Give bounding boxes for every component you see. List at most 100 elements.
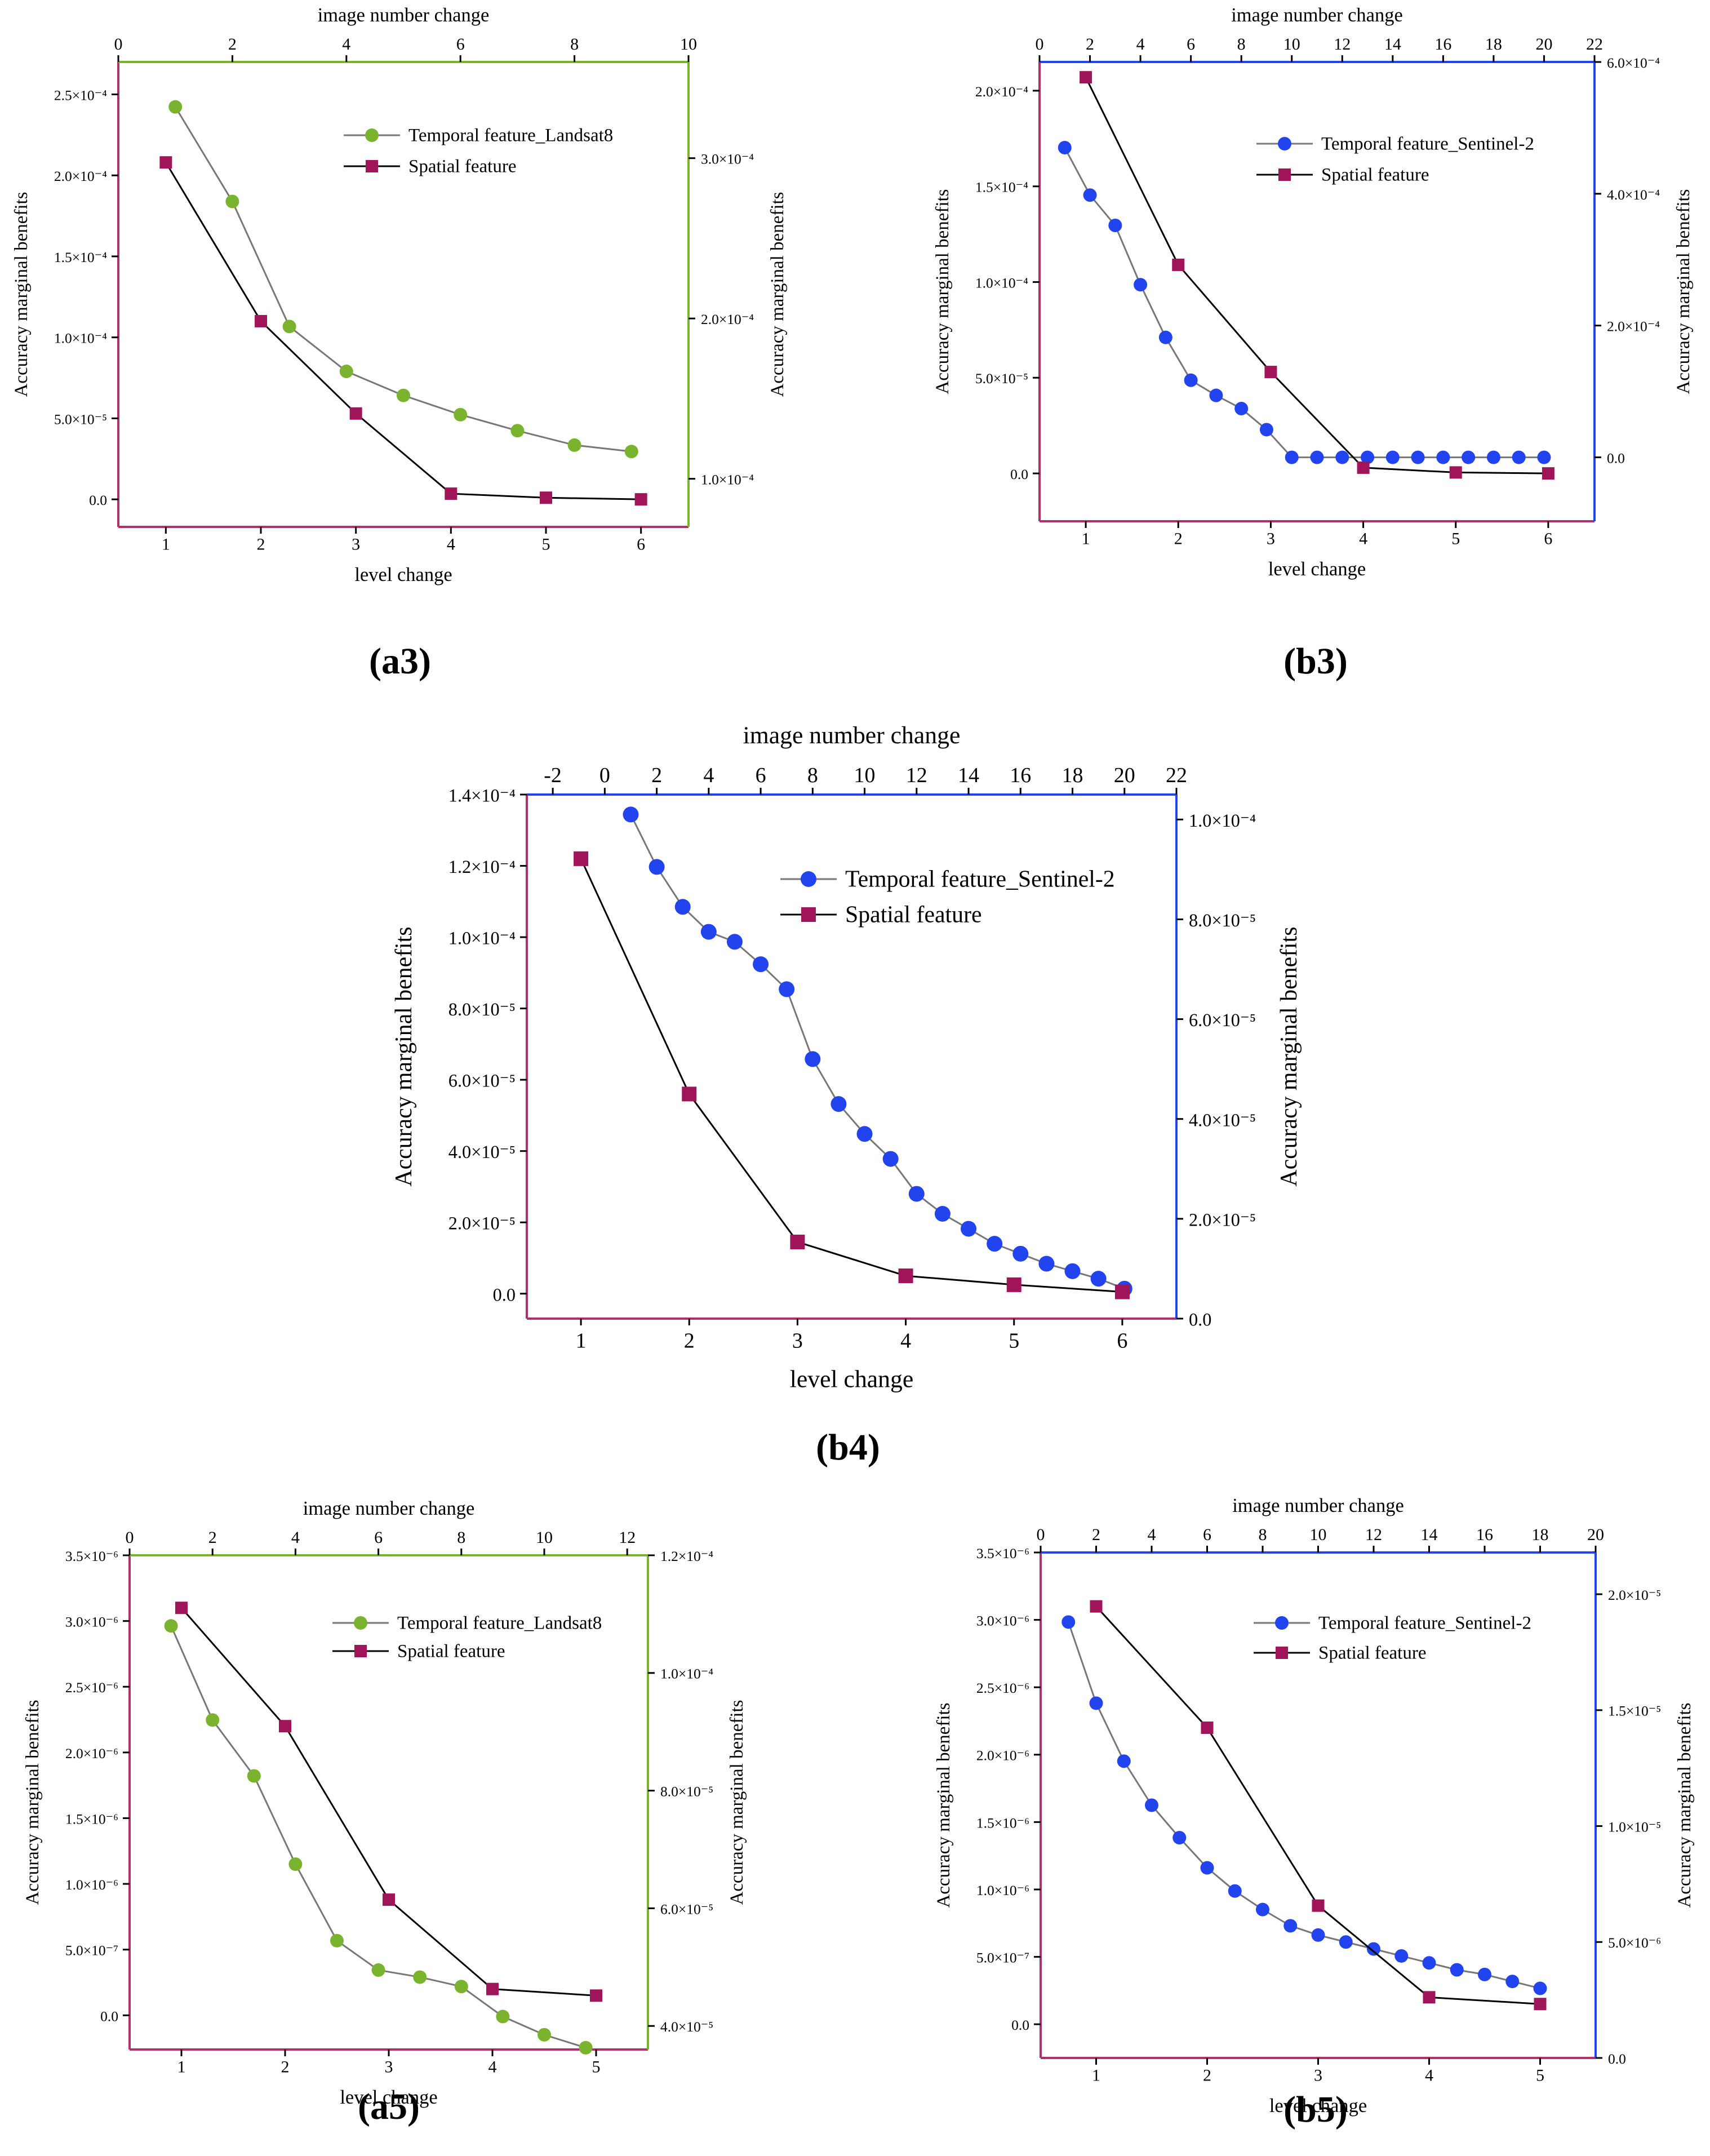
left-axis-title: Accuracy marginal benefits [23, 1700, 43, 1905]
x-tick-label: 2 [281, 2058, 290, 2077]
temporal-point [1117, 1754, 1131, 1768]
chart-a3: 1 2 3 4 5 6 0 2 4 6 8 10 0.0 5.0×10⁻⁵ 1.0×10⁻⁴ 1.5×10⁻⁴… [11, 5, 788, 682]
x-tick-label: 1 [1082, 530, 1090, 548]
x-tick-label: 4 [1425, 2066, 1433, 2085]
x-tick-label: 6 [1117, 1329, 1127, 1352]
top-tick-label: 22 [1586, 35, 1603, 54]
temporal-point [623, 806, 639, 823]
legend-temporal-marker [365, 128, 379, 142]
temporal-point [1234, 402, 1249, 416]
top-tick-label: 2 [1086, 35, 1094, 54]
temporal-point [1311, 1928, 1325, 1942]
right-tick-label: 1.5×10⁻⁵ [1608, 1703, 1661, 1719]
spatial-point [1423, 1991, 1436, 2004]
temporal-point [961, 1221, 977, 1237]
temporal-point [1145, 1798, 1158, 1812]
top-tick-label: 20 [1535, 35, 1552, 54]
temporal-point [1172, 1831, 1187, 1845]
temporal-point [726, 934, 743, 950]
temporal-point [1486, 450, 1500, 464]
temporal-point [496, 2009, 510, 2024]
spatial-point [540, 491, 552, 504]
spatial-point [682, 1086, 697, 1102]
x-tick-label: 3 [385, 2058, 393, 2077]
temporal-series-line [1067, 1621, 1540, 1990]
top-tick-label: 0 [126, 1528, 134, 1547]
top-tick-label: 8 [1259, 1525, 1267, 1544]
left-axis-title: Accuracy marginal benefits [934, 1702, 954, 1907]
spatial-series-line [180, 1607, 597, 1997]
right-tick-label: 8.0×10⁻⁵ [1189, 910, 1256, 930]
right-tick-label: 4.0×10⁻⁵ [1189, 1110, 1256, 1130]
top-tick-label: 12 [1365, 1525, 1382, 1544]
spatial-series-line [1085, 77, 1548, 474]
temporal-point [339, 365, 353, 379]
legend-temporal-marker [1278, 137, 1291, 150]
spatial-point [255, 314, 267, 327]
top-tick-label: 8 [807, 764, 818, 787]
spatial-point [486, 1982, 499, 1995]
right-tick-label: 6.0×10⁻⁵ [660, 1901, 713, 1917]
left-tick-label: 3.0×10⁻⁶ [65, 1614, 118, 1630]
temporal-point [934, 1206, 951, 1222]
legend-spatial-marker [1278, 168, 1291, 181]
right-axis-title: Accuracy marginal benefits [767, 192, 788, 397]
left-tick-label: 1.0×10⁻⁴ [54, 330, 107, 347]
left-tick-label: 1.0×10⁻⁴ [975, 274, 1028, 291]
right-tick-label: 6.0×10⁻⁴ [1607, 55, 1660, 71]
right-tick-label: 2.0×10⁻⁴ [1607, 318, 1660, 335]
temporal-point [1184, 373, 1198, 387]
x-tick-label: 5 [542, 535, 550, 554]
top-tick-label: 10 [854, 764, 876, 787]
top-axis-title: image number change [743, 722, 961, 749]
top-tick-label: 12 [619, 1528, 636, 1547]
x-tick-label: 4 [488, 2058, 497, 2077]
temporal-point [987, 1236, 1003, 1252]
temporal-point [674, 899, 691, 915]
top-tick-label: 10 [1283, 35, 1300, 54]
temporal-point [649, 859, 665, 875]
left-axis-title: Accuracy marginal benefits [391, 926, 417, 1186]
temporal-point [1108, 218, 1122, 232]
temporal-point [413, 1970, 427, 1984]
right-tick-label: 1.0×10⁻⁴ [701, 472, 754, 488]
x-tick-label: 1 [1092, 2066, 1100, 2085]
x-tick-label: 5 [1009, 1329, 1019, 1352]
temporal-point [624, 445, 638, 459]
legend-spatial-marker [1276, 1647, 1288, 1659]
top-tick-label: 18 [1485, 35, 1502, 54]
temporal-point [805, 1051, 821, 1067]
x-tick-label: 1 [162, 535, 170, 554]
spatial-point [1006, 1277, 1021, 1292]
spatial-point [634, 493, 647, 506]
x-tick-label: 3 [1314, 2066, 1322, 2085]
right-tick-label: 2.0×10⁻⁵ [1608, 1587, 1661, 1603]
top-tick-label: 0 [1037, 1525, 1045, 1544]
right-tick-label: 6.0×10⁻⁵ [1189, 1010, 1256, 1030]
temporal-point [1436, 450, 1450, 464]
top-tick-label: 18 [1062, 764, 1083, 787]
legend-label: Spatial feature [397, 1642, 505, 1662]
right-axis-title: Accuracy marginal benefits [1276, 926, 1302, 1186]
x-tick-label: 6 [637, 535, 645, 554]
right-tick-label: 4.0×10⁻⁴ [1607, 187, 1660, 203]
temporal-point [1462, 450, 1476, 464]
left-tick-label: 4.0×10⁻⁵ [448, 1142, 516, 1162]
x-tick-label: 3 [352, 535, 360, 554]
legend-label: Temporal feature_Sentinel-2 [1321, 134, 1534, 154]
spatial-point [790, 1234, 805, 1249]
spatial-point [445, 487, 458, 500]
right-tick-label: 1.0×10⁻⁵ [1608, 1818, 1661, 1835]
spatial-point [1201, 1721, 1214, 1734]
top-tick-label: 16 [1476, 1525, 1493, 1544]
x-tick-label: 6 [1544, 530, 1552, 548]
top-tick-label: 10 [680, 35, 697, 54]
left-tick-label: 8.0×10⁻⁵ [448, 999, 516, 1019]
top-tick-label: 10 [536, 1528, 553, 1547]
top-tick-label: 14 [958, 764, 979, 787]
legend-label: Temporal feature_Landsat8 [397, 1613, 602, 1634]
legend-temporal-marker [354, 1616, 367, 1630]
right-tick-label: 3.0×10⁻⁴ [701, 151, 754, 167]
left-tick-label: 5.0×10⁻⁷ [65, 1942, 118, 1959]
top-tick-label: 4 [342, 35, 350, 54]
